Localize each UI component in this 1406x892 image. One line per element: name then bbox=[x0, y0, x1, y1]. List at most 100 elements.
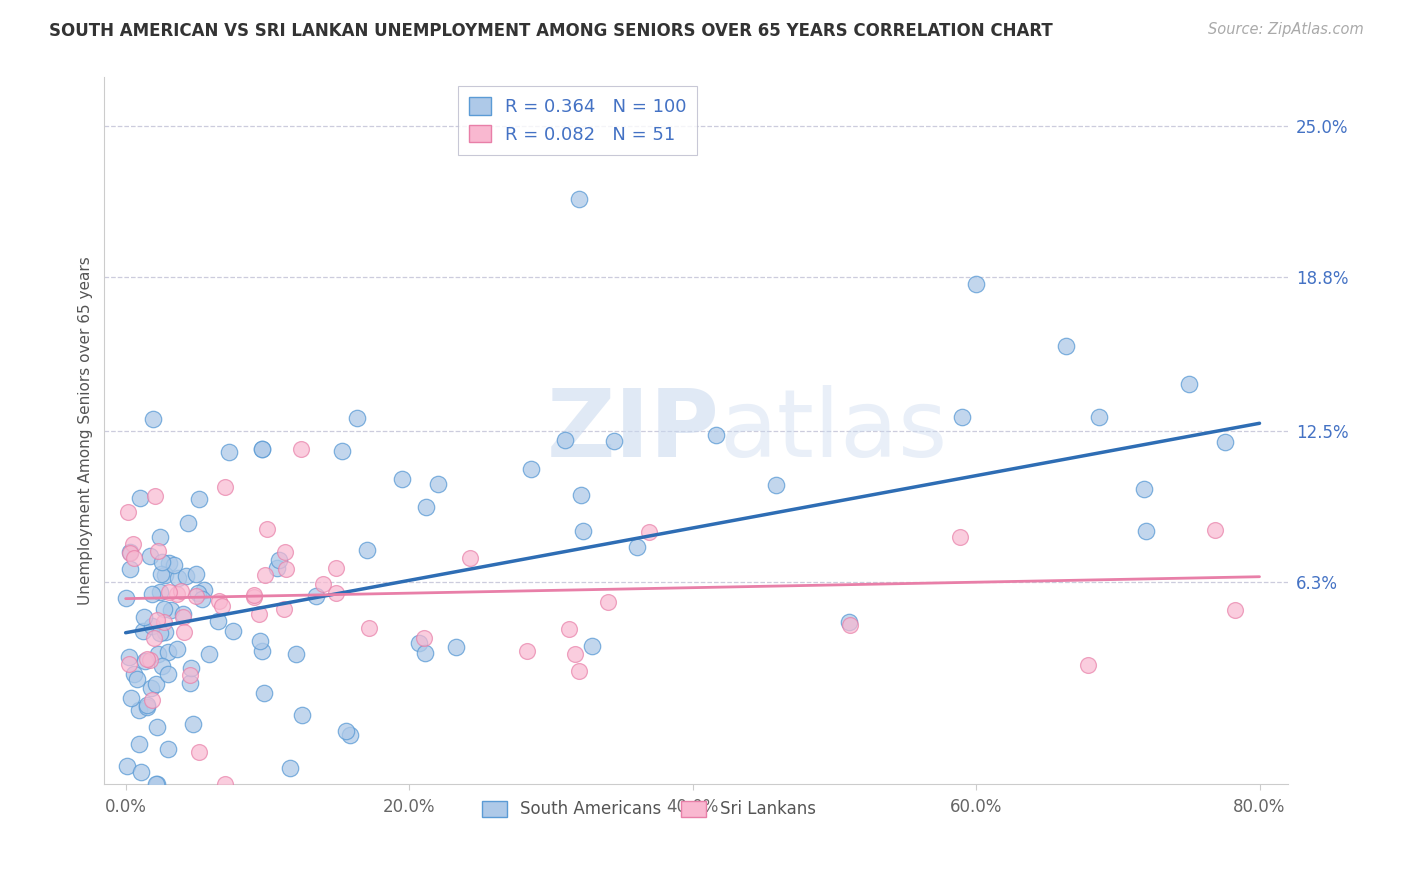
Point bbox=[408, 636, 430, 650]
Point bbox=[250, 442, 273, 456]
Point bbox=[247, 607, 270, 621]
Point bbox=[516, 644, 538, 658]
Point bbox=[166, 587, 188, 601]
Point bbox=[145, 720, 167, 734]
Point bbox=[278, 761, 301, 775]
Point bbox=[1135, 524, 1157, 539]
Point bbox=[179, 676, 201, 690]
Point bbox=[460, 551, 482, 566]
Point bbox=[250, 644, 273, 658]
Point bbox=[132, 610, 155, 624]
Point bbox=[134, 654, 156, 668]
Point bbox=[211, 599, 233, 613]
Point bbox=[581, 639, 603, 653]
Point bbox=[339, 728, 361, 742]
Point bbox=[139, 652, 162, 666]
Point bbox=[129, 491, 152, 505]
Point bbox=[950, 409, 973, 424]
Point bbox=[118, 657, 141, 671]
Text: Source: ZipAtlas.com: Source: ZipAtlas.com bbox=[1208, 22, 1364, 37]
Point bbox=[312, 577, 335, 591]
Point bbox=[159, 556, 181, 570]
Point bbox=[149, 626, 172, 640]
Point bbox=[122, 666, 145, 681]
Point bbox=[325, 585, 347, 599]
Point bbox=[122, 537, 145, 551]
Point bbox=[166, 642, 188, 657]
Text: ZIP: ZIP bbox=[547, 384, 720, 476]
Point bbox=[150, 554, 173, 568]
Point bbox=[156, 667, 179, 681]
Point bbox=[1054, 339, 1077, 353]
Point bbox=[191, 592, 214, 607]
Point bbox=[173, 624, 195, 639]
Point bbox=[266, 561, 288, 575]
Point bbox=[290, 442, 312, 457]
Point bbox=[413, 646, 436, 660]
Point bbox=[413, 631, 436, 645]
Point bbox=[1077, 658, 1099, 673]
Point bbox=[149, 530, 172, 544]
Point bbox=[170, 584, 193, 599]
Point bbox=[153, 567, 176, 582]
Point bbox=[208, 593, 231, 607]
Point bbox=[157, 585, 180, 599]
Point bbox=[114, 591, 136, 606]
Point bbox=[153, 625, 176, 640]
Point bbox=[187, 492, 209, 507]
Point bbox=[128, 738, 150, 752]
Point bbox=[146, 613, 169, 627]
Point bbox=[357, 621, 380, 635]
Text: SOUTH AMERICAN VS SRI LANKAN UNEMPLOYMENT AMONG SENIORS OVER 65 YEARS CORRELATIO: SOUTH AMERICAN VS SRI LANKAN UNEMPLOYMEN… bbox=[49, 22, 1053, 40]
Point bbox=[564, 647, 586, 661]
Point bbox=[142, 411, 165, 425]
Point bbox=[135, 698, 157, 712]
Point bbox=[159, 603, 181, 617]
Point bbox=[221, 624, 243, 638]
Point bbox=[142, 631, 165, 645]
Point bbox=[120, 690, 142, 705]
Point bbox=[148, 544, 170, 558]
Point bbox=[149, 584, 172, 599]
Point bbox=[243, 588, 266, 602]
Point bbox=[153, 601, 176, 615]
Point bbox=[554, 433, 576, 447]
Point bbox=[193, 583, 215, 598]
Point bbox=[626, 540, 648, 554]
Point bbox=[177, 516, 200, 531]
Point bbox=[180, 661, 202, 675]
Point bbox=[335, 723, 357, 738]
Point bbox=[249, 634, 271, 648]
Point bbox=[146, 777, 169, 791]
Point bbox=[207, 614, 229, 628]
Point bbox=[305, 589, 328, 603]
Point bbox=[156, 741, 179, 756]
Point bbox=[163, 558, 186, 572]
Point bbox=[603, 434, 626, 449]
Point bbox=[558, 622, 581, 636]
Point bbox=[1223, 603, 1246, 617]
Point bbox=[638, 524, 661, 539]
Point bbox=[356, 543, 378, 558]
Point bbox=[139, 549, 162, 563]
Point bbox=[765, 477, 787, 491]
Point bbox=[965, 277, 987, 292]
Point bbox=[148, 648, 170, 662]
Point bbox=[571, 524, 593, 538]
Text: atlas: atlas bbox=[720, 384, 948, 476]
Point bbox=[1178, 377, 1201, 392]
Point bbox=[145, 677, 167, 691]
Point bbox=[218, 445, 240, 459]
Point bbox=[124, 550, 146, 565]
Point bbox=[253, 567, 276, 582]
Point bbox=[949, 530, 972, 544]
Point bbox=[153, 615, 176, 629]
Point bbox=[426, 477, 449, 491]
Point bbox=[118, 544, 141, 558]
Point bbox=[242, 590, 264, 604]
Y-axis label: Unemployment Among Seniors over 65 years: Unemployment Among Seniors over 65 years bbox=[79, 256, 93, 605]
Point bbox=[839, 618, 862, 632]
Point bbox=[267, 553, 290, 567]
Point bbox=[129, 765, 152, 780]
Point bbox=[330, 444, 353, 458]
